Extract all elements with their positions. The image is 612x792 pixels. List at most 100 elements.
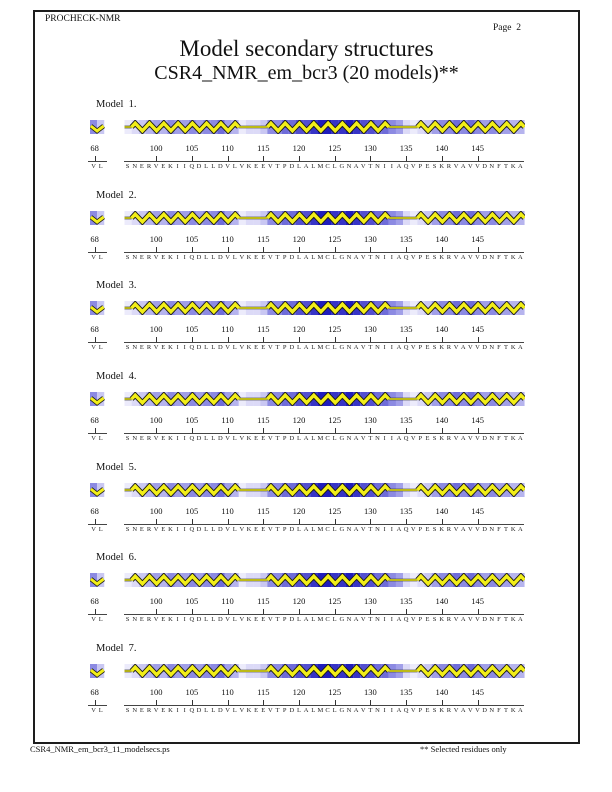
axis-tick: [406, 246, 408, 252]
sequence-letter: L: [211, 616, 216, 624]
sequence-letter: L: [211, 434, 216, 442]
sequence-letter: D: [482, 434, 487, 442]
sequence-letter: Q: [189, 163, 195, 170]
sequence-letter: K: [168, 434, 173, 442]
sequence-letter: V: [475, 163, 480, 170]
sequence-letter: E: [161, 163, 166, 170]
sequence-letter: K: [246, 163, 252, 170]
residue-number: 115: [257, 414, 270, 425]
sequence-letter: L: [332, 434, 337, 442]
model-label: Model 6.: [96, 552, 137, 564]
sequence-letter: A: [396, 163, 402, 170]
page-subtitle: CSR4_NMR_em_bcr3 (20 models)**: [154, 62, 459, 84]
residue-number: 140: [435, 596, 449, 607]
sequence-letter: L: [232, 253, 237, 261]
sequence-letter: V: [91, 253, 96, 261]
sequence-letter: P: [282, 706, 287, 714]
model-label: Model 5.: [96, 461, 137, 473]
axis-tick: [227, 699, 229, 705]
sequence-letter: I: [176, 706, 179, 714]
residue-number: 115: [257, 143, 270, 153]
sequence-letter: V: [239, 616, 245, 624]
prefix-axis-line: [88, 432, 107, 434]
sequence-letter: I: [183, 434, 186, 442]
sequence-letter: S: [432, 525, 437, 533]
sequence-letter: S: [432, 706, 437, 714]
sequence-letter: A: [396, 253, 402, 261]
residue-number: 68: [90, 324, 99, 335]
sequence-letter: A: [303, 253, 309, 261]
residue-number: 110: [221, 596, 234, 607]
sequence-letter: V: [153, 706, 159, 714]
sequence-letter: D: [218, 163, 223, 170]
sequence-letter: A: [303, 344, 309, 352]
sequence-letter: N: [375, 163, 380, 170]
axis-tick: [370, 699, 372, 705]
model-section: Model 7. 68 100 105 110 115 120 125 130 135 140 145…: [35, 643, 578, 723]
sequence-letter: N: [489, 525, 495, 533]
model-label: Model 4.: [96, 370, 137, 382]
sequence-letter: D: [482, 525, 487, 533]
sequence-letter: L: [296, 163, 301, 170]
sequence-letter: E: [425, 706, 430, 714]
axis-tick: [299, 518, 300, 524]
sequence-letter: S: [125, 163, 130, 170]
sequence-letter: V: [360, 163, 366, 170]
sequence-letter: V: [268, 253, 273, 261]
sequence-letter: C: [325, 163, 330, 170]
axis-tick: [156, 427, 158, 433]
sequence-letter: N: [346, 706, 352, 714]
residue-number: 100: [149, 233, 163, 244]
sequence-letter: P: [282, 616, 287, 624]
sequence-letter: Q: [189, 344, 195, 352]
sequence-letter: N: [375, 525, 380, 533]
sequence-letter: T: [368, 434, 373, 442]
sequence-letter: I: [383, 344, 386, 352]
sequence-letter: A: [460, 525, 466, 533]
sequence-letter: V: [410, 616, 416, 624]
prefix-ribbon: [90, 573, 105, 588]
sequence-letter: V: [225, 344, 230, 352]
model-label: Model 1.: [96, 99, 137, 110]
sequence-letter: E: [161, 434, 166, 442]
sequence-letter: V: [153, 525, 159, 533]
sequence-letter: Q: [189, 706, 195, 714]
residue-number: 125: [328, 505, 342, 516]
sequence-letter: V: [91, 434, 96, 442]
sequence-letter: D: [218, 344, 223, 352]
sequence-letter: D: [196, 525, 202, 533]
sequence-letter: I: [183, 253, 186, 261]
residue-number: 145: [471, 596, 484, 607]
residue-number: 110: [221, 324, 234, 335]
sequence-letter: A: [396, 434, 402, 442]
sequence-letter: L: [311, 163, 316, 170]
sequence-letter: A: [353, 163, 359, 170]
sequence-letter: E: [254, 253, 259, 261]
sequence-letter: V: [467, 344, 473, 352]
axis-tick: [441, 609, 443, 615]
residue-number: 68: [90, 596, 99, 607]
axis-tick: [94, 427, 96, 433]
sequence-letter: Q: [403, 163, 409, 170]
sequence-letter: V: [360, 344, 366, 352]
sequence-letter: P: [418, 616, 423, 624]
axis-tick: [191, 427, 193, 433]
sequence-letter: L: [204, 344, 209, 352]
page-border: PROCHECK-NMR Page 2 Model secondary stru…: [33, 10, 580, 744]
sequence-letter: E: [425, 163, 430, 170]
sequence-letter: R: [146, 434, 152, 442]
axis-tick: [94, 337, 96, 343]
axis-tick: [263, 156, 265, 161]
sequence-letter: E: [425, 616, 430, 624]
footer-filename: CSR4_NMR_em_bcr3_11_modelsecs.ps: [30, 744, 170, 754]
sequence-letter: V: [153, 344, 159, 352]
sequence-letter: A: [517, 344, 523, 352]
axis-tick: [299, 427, 300, 433]
sequence-letter: L: [332, 525, 337, 533]
axis-tick: [406, 156, 408, 161]
